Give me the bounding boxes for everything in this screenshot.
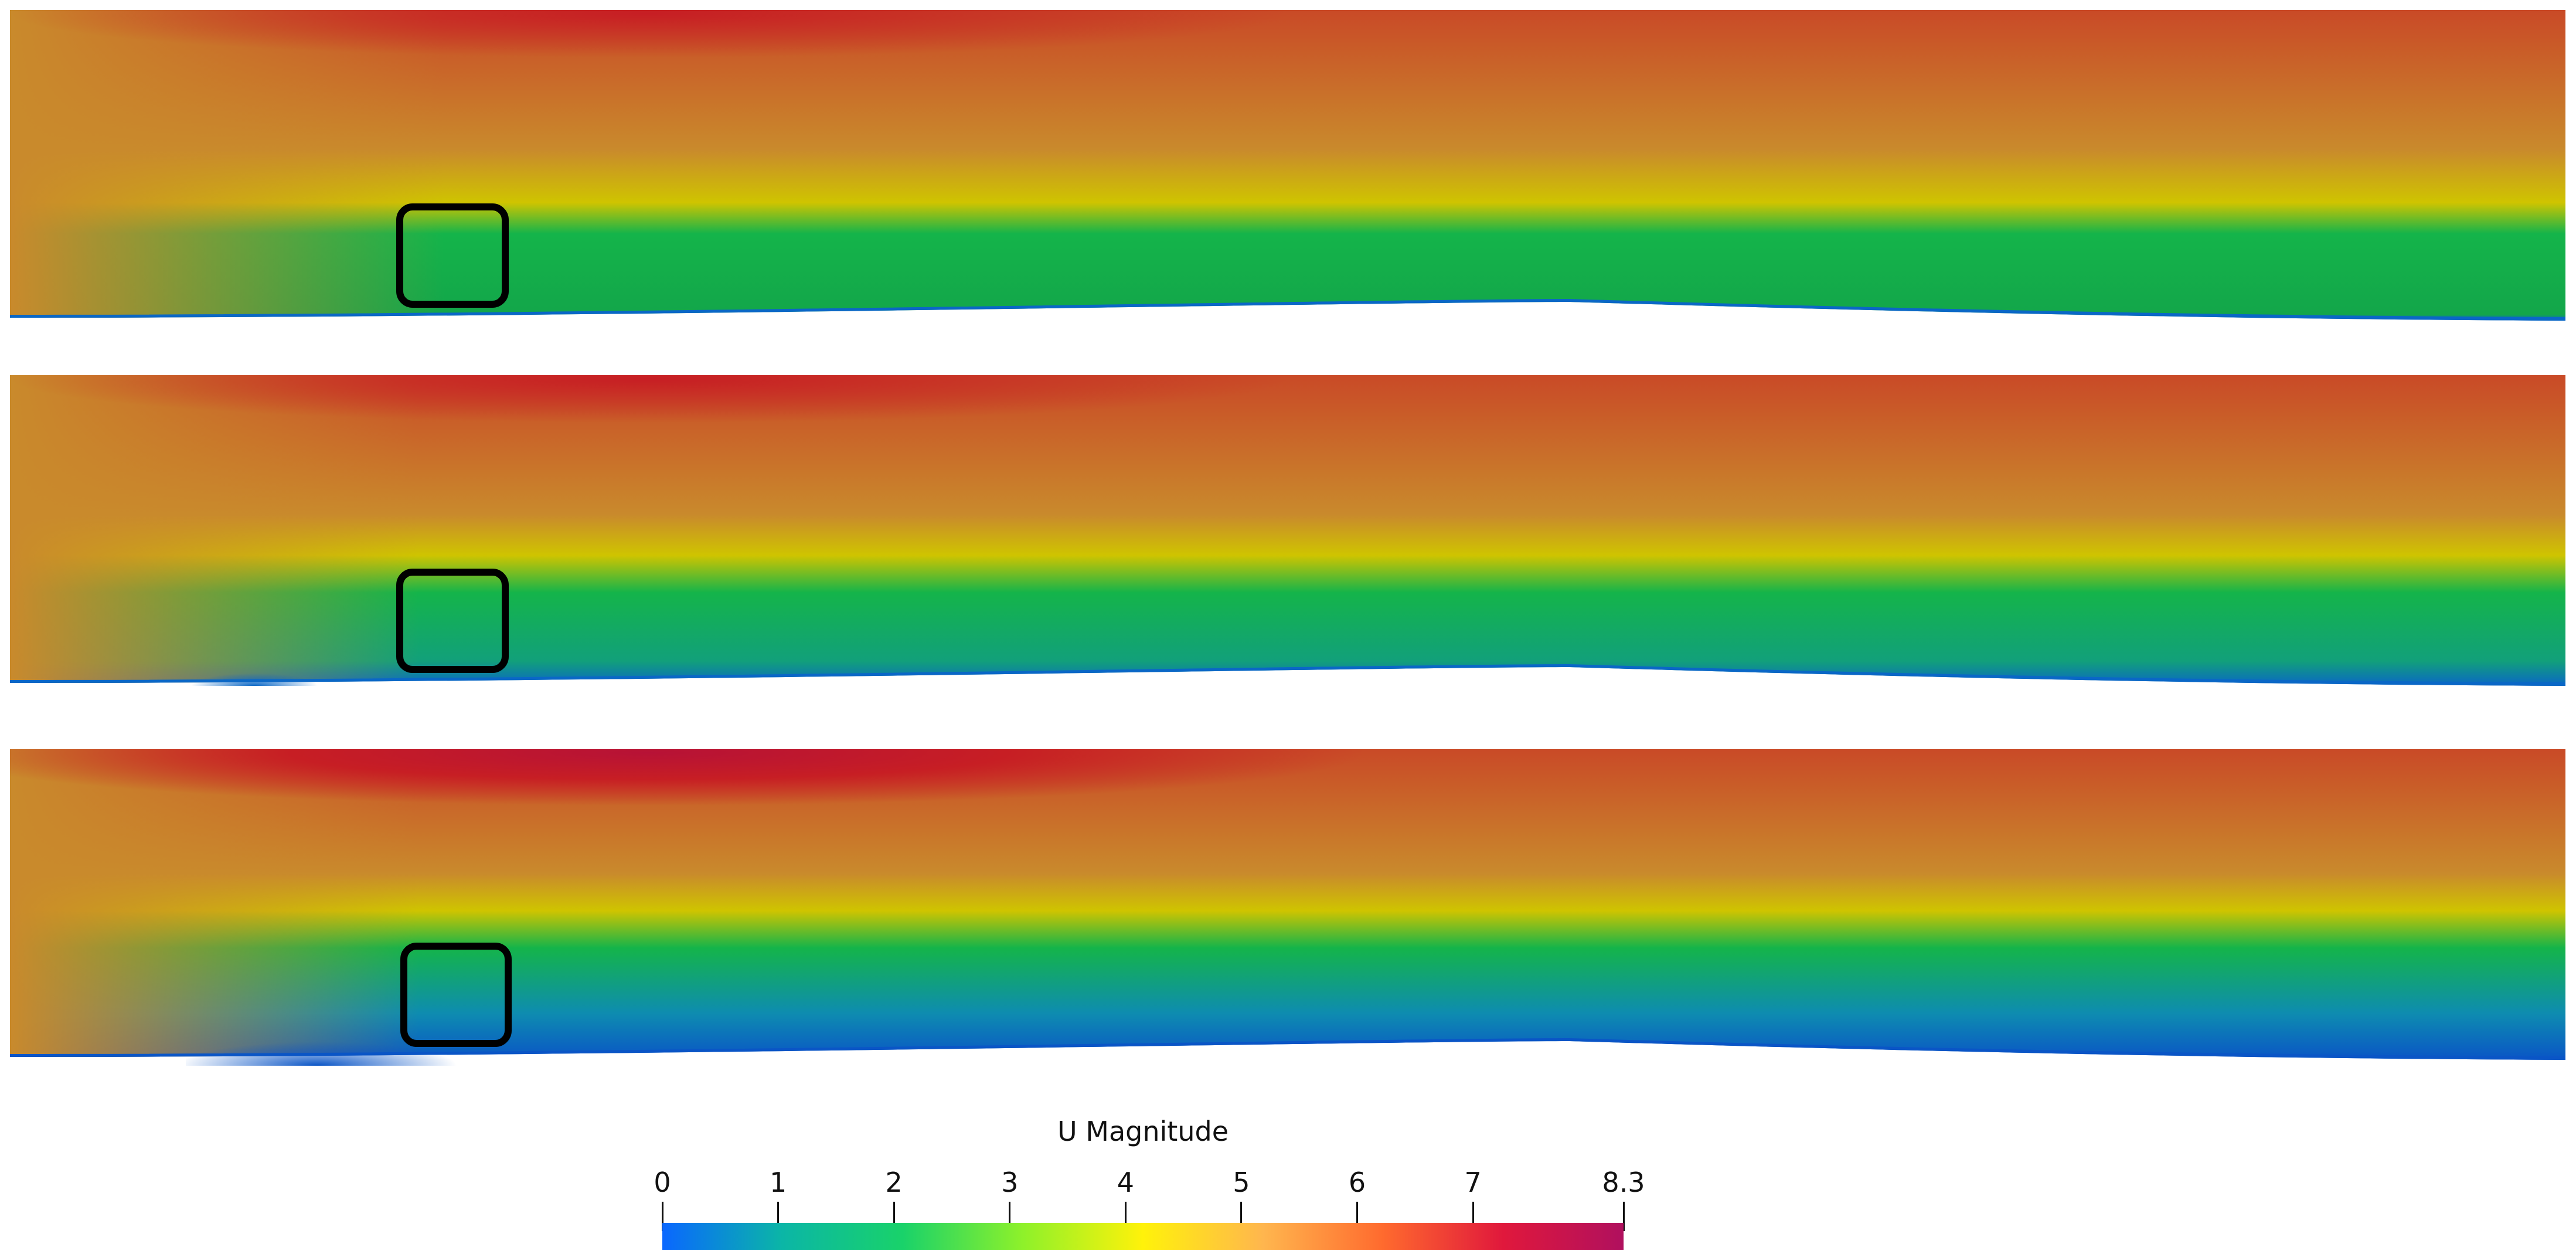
colorbar-title: U Magnitude <box>1057 1116 1229 1147</box>
colorbar-tick-mark <box>1240 1202 1243 1231</box>
flow-field-panel-middle <box>10 375 2565 692</box>
colorbar-tick-label: 8.3 <box>1602 1167 1645 1198</box>
flow-field-panel-top <box>10 10 2565 327</box>
colorbar-tick-label: 4 <box>1117 1167 1134 1198</box>
colorbar-tick-label: 5 <box>1233 1167 1250 1198</box>
colorbar-tick-mark <box>1356 1202 1359 1231</box>
colorbar-tick-label: 2 <box>885 1167 903 1198</box>
colorbar-tick-mark <box>1622 1202 1625 1231</box>
velocity-contour-middle <box>10 375 2565 686</box>
colorbar-tick-mark <box>1009 1202 1011 1231</box>
colorbar-tick-mark <box>1124 1202 1127 1231</box>
velocity-contour-top <box>10 10 2565 321</box>
colorbar-tick-label: 3 <box>1001 1167 1019 1198</box>
colorbar-tick-label: 1 <box>769 1167 787 1198</box>
obstacle-outline <box>400 943 512 1047</box>
obstacle-outline <box>396 203 509 308</box>
velocity-contour-bottom <box>10 749 2565 1066</box>
flow-field-panel-bottom <box>10 749 2565 1066</box>
colorbar-tick-label: 7 <box>1464 1167 1482 1198</box>
colorbar-tick-mark <box>893 1202 895 1231</box>
colorbar-gradient <box>662 1223 1624 1250</box>
colorbar-tick-mark <box>661 1202 663 1231</box>
obstacle-outline <box>396 569 509 673</box>
colorbar-tick-label: 6 <box>1348 1167 1366 1198</box>
colorbar: U Magnitude <box>662 1114 1624 1258</box>
colorbar-tick-mark <box>777 1202 780 1231</box>
colorbar-tick-label: 0 <box>654 1167 671 1198</box>
colorbar-tick-mark <box>1472 1202 1474 1231</box>
